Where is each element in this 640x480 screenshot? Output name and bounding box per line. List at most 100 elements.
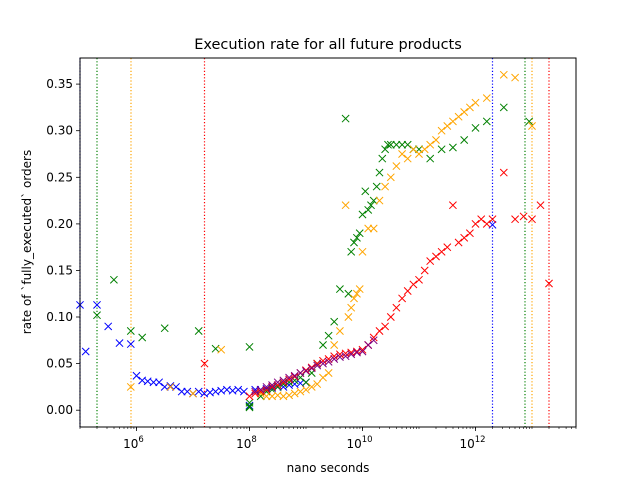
series-3-point-29: [403, 287, 412, 295]
series-2-point-15: [319, 373, 327, 382]
series-3-point-21: [358, 345, 367, 354]
series-2-point-9: [285, 391, 294, 400]
series-3-point-23: [369, 333, 378, 342]
series-2-point-37: [426, 140, 435, 149]
series-1-point-54: [499, 103, 508, 112]
series-3-point-48: [528, 215, 536, 224]
series-3-point-1: [245, 392, 254, 401]
series-1-point-39: [378, 154, 387, 163]
series-2-point-34: [409, 145, 418, 154]
plot-area-frame: [79, 57, 577, 428]
series-3-point-25: [381, 322, 390, 331]
series-3-point-33: [426, 257, 435, 266]
series-2-point-11: [296, 387, 305, 396]
series-0-point-14: [177, 387, 186, 396]
series-4-point-4: [273, 378, 282, 387]
series-4-point-13: [324, 357, 333, 366]
series-3-point-49: [536, 201, 545, 210]
series-2-point-33: [403, 154, 412, 163]
series-3-point-15: [324, 355, 333, 363]
series-3-point-24: [375, 327, 384, 335]
series-1-point-36: [369, 196, 378, 205]
series-3-point-37: [448, 201, 457, 210]
series-4-point-7: [290, 371, 299, 380]
series-4-point-6: [285, 373, 294, 382]
series-2-point-23: [352, 289, 361, 298]
series-1-point-44: [398, 140, 407, 149]
series-4-point-3: [268, 381, 277, 390]
series-3-point-27: [392, 303, 401, 312]
series-1-point-31: [355, 229, 364, 238]
series-2-point-12: [302, 385, 310, 394]
series-2-point-30: [386, 173, 395, 182]
series-4-point-5: [279, 376, 288, 385]
series-4-point-12: [319, 359, 327, 368]
series-4-point-11: [313, 361, 322, 370]
series-1-point-22: [319, 341, 327, 349]
series-2-point-10: [290, 389, 299, 398]
series-3-point-26: [386, 313, 395, 321]
series-2-point-44: [465, 103, 474, 112]
series-2-point-45: [471, 98, 480, 107]
series-4-point-0: [251, 387, 260, 396]
y-tick-label-0: 0.00: [46, 403, 73, 417]
y-axis-ticks: 0.00 0.05 0.10 0.15 0.20 0.25 0.30 0.35: [46, 77, 80, 417]
series-4-point-9: [302, 367, 310, 376]
series-1-point-1: [109, 275, 118, 284]
series-1-point-35: [367, 201, 375, 210]
series-1-point-29: [350, 238, 358, 247]
series-4-point-16: [341, 352, 350, 361]
series-0-point-5: [126, 340, 135, 349]
series-4-point-19: [358, 347, 367, 356]
series-0-point-25: [239, 387, 248, 396]
series-2-point-42: [454, 112, 463, 121]
y-tick-label-6: 0.30: [46, 124, 73, 138]
x-tick-label-1: 108: [236, 435, 257, 451]
series-2-point-21: [347, 303, 356, 312]
series-2-point-41: [448, 117, 457, 126]
series-1-point-50: [448, 143, 457, 152]
series-2-point-18: [335, 327, 344, 335]
plot-marks: [76, 58, 553, 427]
series-3-point-12: [307, 363, 316, 372]
series-2-point-47: [499, 70, 508, 79]
series-1-point-3: [138, 333, 147, 342]
series-0-point-26: [245, 401, 254, 410]
series-2-point-29: [381, 182, 390, 191]
y-tick-label-7: 0.35: [46, 77, 73, 91]
series-1-point-23: [324, 331, 333, 340]
series-1-point-55: [525, 117, 534, 126]
series-2-point-28: [375, 196, 384, 205]
series-2-point-0: [126, 382, 135, 391]
series-0-point-1: [81, 347, 90, 356]
series-1-point-43: [392, 140, 401, 149]
series-1-point-27: [344, 289, 353, 298]
series-2-point-13: [307, 382, 316, 391]
series-2-point-5: [262, 392, 271, 401]
series-1-point-7: [245, 342, 254, 351]
y-axis-label: rate of `fully_executed` orders: [20, 150, 34, 334]
series-4-point-10: [307, 364, 316, 373]
series-3-point-2: [251, 389, 260, 398]
series-1-point-10: [245, 402, 254, 411]
series-3-point-13: [313, 359, 322, 368]
series-2-point-39: [437, 126, 446, 135]
series-3-point-40: [465, 229, 474, 238]
series-2-point-17: [330, 341, 339, 349]
series-2-point-38: [432, 136, 440, 144]
series-3-point-0: [200, 359, 209, 368]
series-1-point-48: [426, 154, 435, 163]
series-1-point-0: [93, 311, 101, 320]
series-2-point-48: [511, 73, 520, 82]
series-0-point-10: [155, 378, 164, 387]
series-2-point-40: [443, 122, 452, 130]
series-2-point-24: [355, 285, 364, 294]
series-3-point-7: [279, 378, 288, 387]
series-1-point-4: [160, 324, 169, 333]
series-1-point-25: [335, 285, 344, 294]
series-1-point-26: [341, 114, 350, 123]
y-tick-label-3: 0.15: [46, 264, 73, 278]
series-0-point-9: [149, 378, 158, 387]
series-3-point-38: [454, 238, 463, 247]
